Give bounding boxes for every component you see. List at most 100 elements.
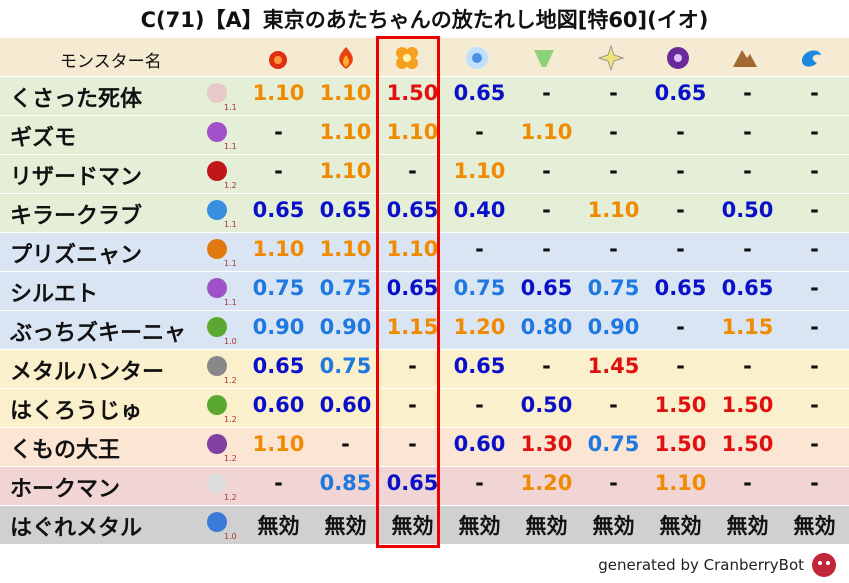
monster-name: はぐれメタル — [10, 516, 143, 541]
resistance-cell: - — [542, 198, 551, 222]
resistance-cell: 1.30 — [520, 432, 573, 456]
resistance-cell: - — [676, 120, 685, 144]
resistance-cell: - — [609, 81, 618, 105]
wind-icon — [534, 50, 554, 67]
resistance-cell: - — [475, 471, 484, 495]
resistance-cell: 0.80 — [520, 315, 573, 339]
resistance-cell: - — [810, 120, 819, 144]
resistance-cell: 0.40 — [453, 198, 506, 222]
monster-level: 1.2 — [224, 493, 237, 502]
monster-level: 1.1 — [224, 298, 237, 307]
resistance-cell: - — [408, 159, 417, 183]
resistance-cell: 0.65 — [453, 354, 506, 378]
resistance-cell: - — [408, 393, 417, 417]
resistance-cell: - — [810, 432, 819, 456]
resistance-cell: - — [810, 354, 819, 378]
monster-name: プリズニャン — [10, 243, 143, 268]
resistance-cell: - — [743, 471, 752, 495]
resistance-cell: 0.90 — [587, 315, 640, 339]
fire-icon — [269, 51, 287, 69]
resistance-cell: 1.10 — [319, 120, 372, 144]
resistance-cell: 1.10 — [319, 81, 372, 105]
resistance-cell: 0.65 — [721, 276, 774, 300]
resistance-cell: 0.65 — [386, 198, 439, 222]
resistance-cell: 0.50 — [721, 198, 774, 222]
header-label: モンスター名 — [60, 52, 162, 72]
resistance-cell: 0.65 — [252, 354, 305, 378]
resistance-cell: 0.60 — [453, 432, 506, 456]
monster-icon — [207, 395, 227, 415]
resistance-cell: 0.75 — [587, 276, 640, 300]
resistance-cell: - — [341, 432, 350, 456]
table-row: キラークラブ 1.1 0.65 0.65 0.65 0.40 - 1.10 - 0.50 - — [0, 193, 849, 232]
resistance-cell: - — [274, 159, 283, 183]
monster-icon — [207, 83, 227, 103]
resistance-cell: 0.65 — [386, 276, 439, 300]
resistance-cell: 無効 — [726, 514, 769, 538]
resistance-cell: - — [475, 237, 484, 261]
resistance-cell: - — [810, 276, 819, 300]
header-row: モンスター名 — [0, 37, 849, 76]
light-icon — [598, 45, 624, 71]
resistance-cell: - — [408, 432, 417, 456]
monster-icon — [207, 122, 227, 142]
table-row: ホークマン 1.2 - 0.85 0.65 - 1.20 - 1.10 - - — [0, 466, 849, 505]
resistance-cell: 0.75 — [252, 276, 305, 300]
resistance-cell: 1.50 — [721, 432, 774, 456]
monster-icon — [207, 161, 227, 181]
resistance-cell: 0.65 — [520, 276, 573, 300]
table-row: メタルハンター 1.2 0.65 0.75 - 0.65 - 1.45 - - - — [0, 349, 849, 388]
monster-icon — [207, 473, 227, 493]
monster-level: 1.1 — [224, 103, 237, 112]
monster-name: はくろうじゅ — [10, 399, 143, 424]
monster-icon — [207, 200, 227, 220]
resistance-cell: - — [676, 159, 685, 183]
resistance-cell: 無効 — [257, 514, 300, 538]
monster-name: キラークラブ — [10, 204, 143, 229]
resistance-cell: 1.50 — [386, 81, 439, 105]
monster-level: 1.2 — [224, 376, 237, 385]
resistance-cell: - — [542, 237, 551, 261]
resistance-cell: 1.15 — [721, 315, 774, 339]
resistance-cell: - — [676, 198, 685, 222]
resistance-cell: - — [743, 159, 752, 183]
resistance-cell: 1.20 — [453, 315, 506, 339]
resistance-cell: - — [609, 159, 618, 183]
resistance-cell: 0.85 — [319, 471, 372, 495]
resistance-cell: - — [475, 393, 484, 417]
resistance-cell: 1.10 — [453, 159, 506, 183]
title: C(71)【A】東京のあたちゃんの放たれし地図[特60](イオ) — [140, 8, 709, 32]
table-row: くさった死体 1.1 1.10 1.10 1.50 0.65 - - 0.65 - - — [0, 76, 849, 115]
resistance-cell: - — [810, 198, 819, 222]
resistance-cell: - — [810, 471, 819, 495]
resistance-cell: - — [810, 393, 819, 417]
resistance-cell: 1.20 — [520, 471, 573, 495]
resistance-cell: 無効 — [458, 514, 501, 538]
table-row: シルエト 1.1 0.75 0.75 0.65 0.75 0.65 0.75 0.65 0.65 - — [0, 271, 849, 310]
resistance-cell: 0.90 — [252, 315, 305, 339]
resistance-cell: - — [743, 354, 752, 378]
resistance-cell: - — [609, 393, 618, 417]
resistance-cell: - — [810, 81, 819, 105]
resistance-cell: - — [609, 120, 618, 144]
resistance-cell: - — [542, 81, 551, 105]
resistance-cell: - — [743, 120, 752, 144]
flame-icon — [339, 47, 353, 69]
resistance-cell: 1.10 — [319, 159, 372, 183]
resistance-cell: - — [274, 120, 283, 144]
monster-name: ホークマン — [10, 477, 121, 502]
resistance-cell: 0.90 — [319, 315, 372, 339]
table-row: リザードマン 1.2 - 1.10 - 1.10 - - - - - — [0, 154, 849, 193]
monster-level: 1.0 — [224, 532, 237, 541]
resistance-cell: 1.10 — [252, 432, 305, 456]
resistance-cell: - — [810, 237, 819, 261]
resistance-cell: - — [810, 159, 819, 183]
resistance-cell: - — [274, 471, 283, 495]
monster-name: ぶっちズキーニャ — [10, 321, 187, 346]
resistance-cell: 0.65 — [319, 198, 372, 222]
monster-icon — [207, 434, 227, 454]
monster-level: 1.1 — [224, 142, 237, 151]
resistance-cell: 無効 — [525, 514, 568, 538]
table-row: プリズニャン 1.1 1.10 1.10 1.10 - - - - - - — [0, 232, 849, 271]
resistance-cell: 1.50 — [654, 393, 707, 417]
